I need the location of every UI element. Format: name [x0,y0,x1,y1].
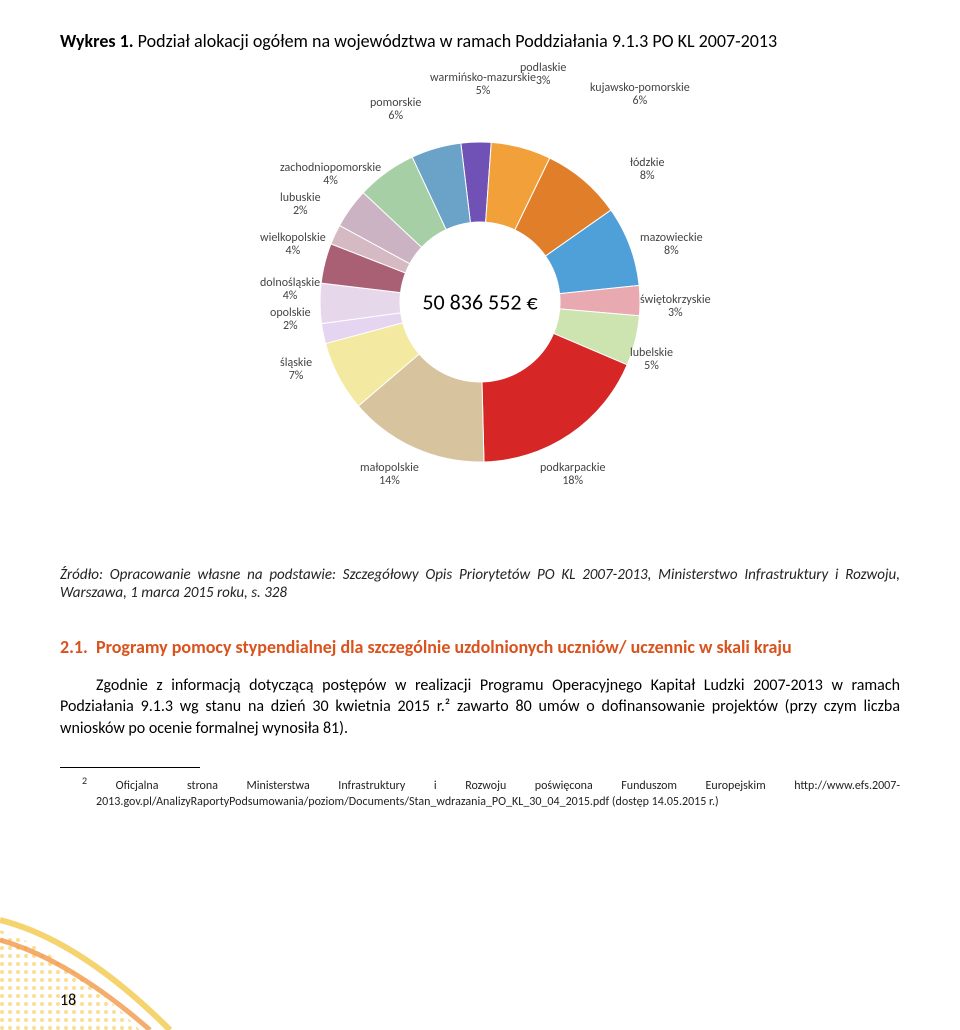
corner-decoration [0,890,180,1030]
chart-container: 50 836 552 € podlaskie3%kujawsko-pomorsk… [60,62,900,542]
slice-label-śląskie: śląskie7% [280,357,312,383]
slice-label-podkarpackie: podkarpackie18% [540,462,605,488]
slice-label-małopolskie: małopolskie14% [360,462,419,488]
title-prefix: Wykres 1. [60,30,134,52]
footnote: 2 Oficjalna strona Ministerstwa Infrastr… [60,774,900,810]
slice-label-pomorskie: pomorskie6% [370,97,421,123]
slice-label-łódzkie: łódzkie8% [630,157,665,183]
section-number: 2.1. [60,636,96,659]
body-paragraph: Zgodnie z informacją dotyczącą postępów … [60,675,900,740]
chart-title: Wykres 1. Podział alokacji ogółem na woj… [60,30,900,52]
slice-label-kujawsko-pomorskie: kujawsko-pomorskie6% [590,82,690,108]
page-number: 18 [60,991,76,1010]
donut-chart: 50 836 552 € podlaskie3%kujawsko-pomorsk… [220,62,740,542]
section-heading: 2.1.Programy pomocy stypendialnej dla sz… [60,636,900,659]
footnote-number: 2 [82,774,87,787]
slice-label-zachodniopomorskie: zachodniopomorskie4% [280,162,381,188]
slice-label-dolnośląskie: dolnośląskie4% [260,277,320,303]
slice-label-opolskie: opolskie2% [270,307,311,333]
slice-label-świętokrzyskie: świętokrzyskie3% [640,294,711,320]
footnote-text: Oficjalna strona Ministerstwa Infrastruk… [96,779,900,809]
slice-label-lubuskie: lubuskie2% [280,192,321,218]
chart-center-label: 50 836 552 € [422,289,537,316]
slice-label-lubelskie: lubelskie5% [630,347,673,373]
slice-label-mazowieckie: mazowieckie8% [640,232,703,258]
footnote-separator [60,767,200,768]
title-rest: Podział alokacji ogółem na województwa w… [134,30,778,52]
slice-label-warmińsko-mazurskie: warmińsko-mazurskie5% [430,72,536,98]
slice-label-wielkopolskie: wielkopolskie4% [260,232,326,258]
section-title: Programy pomocy stypendialnej dla szczeg… [96,636,792,658]
chart-source: Źródło: Opracowanie własne na podstawie:… [60,566,900,602]
